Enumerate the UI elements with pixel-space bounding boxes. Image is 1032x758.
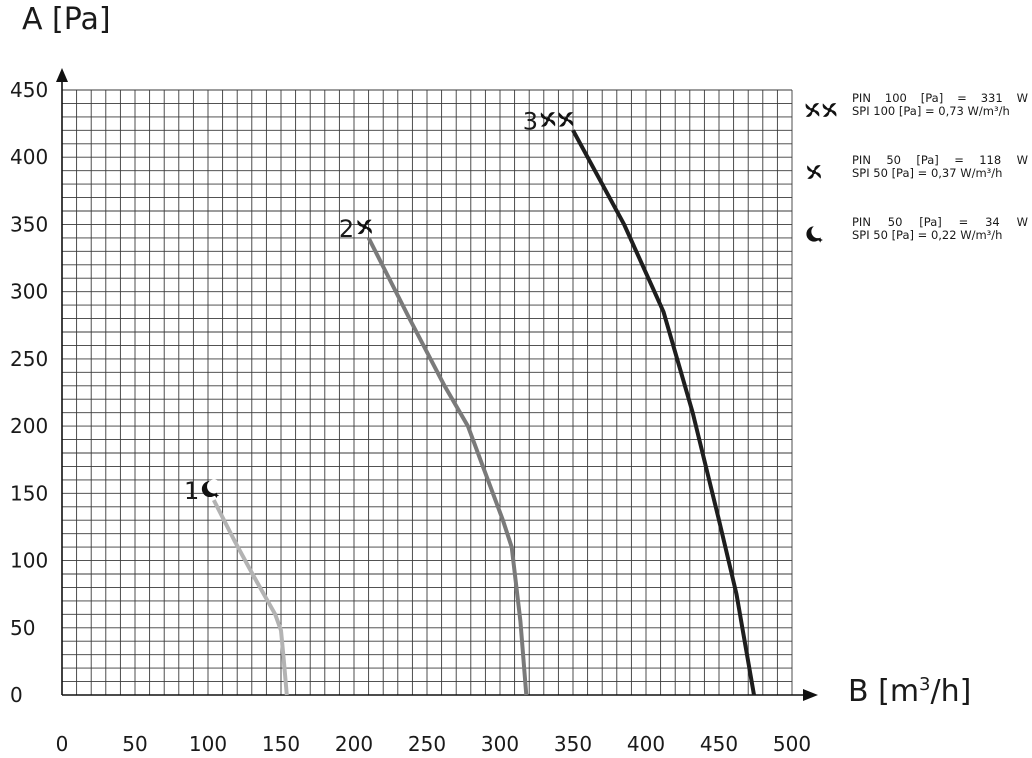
x-tick-label: 250 <box>408 732 446 756</box>
single-fan-icon-glyph <box>357 219 372 235</box>
legend-equals: = <box>954 153 964 167</box>
moon-star-icon <box>806 224 825 243</box>
series-line-3 <box>571 129 756 696</box>
x-tick-label: 500 <box>773 732 811 756</box>
moon-star-icon-glyph <box>201 479 222 499</box>
series-line-2 <box>366 236 529 696</box>
double-fan-icon-glyph <box>558 112 574 127</box>
x-tick-label: 100 <box>189 732 227 756</box>
legend-pin-line: PIN 100 [Pa] = 331 W <box>852 92 1028 105</box>
x-axis-title-superscript: 3 <box>919 674 931 695</box>
legend-text: PIN 100 [Pa] = 331 W SPI 100 [Pa] = 0,73 W/m³/… <box>852 92 1028 118</box>
axes <box>56 68 818 701</box>
legend-item: PIN 50 [Pa] = 34 W SPI 50 [Pa] = 0,22 W/m³/h <box>804 216 1028 256</box>
single-fan-icon <box>357 219 372 235</box>
series-label-1: 1 <box>184 477 199 505</box>
single-fan-icon-glyph <box>807 165 821 179</box>
legend-spi-line: SPI 50 [Pa] = 0,22 W/m³/h <box>852 228 1003 242</box>
legend-pin-unit: [Pa] <box>919 215 942 229</box>
series-label-3: 3 <box>523 107 538 135</box>
legend-pin-pressure: 100 <box>884 91 907 105</box>
x-axis-title-suffix: /h] <box>930 674 972 709</box>
y-tick-label: 250 <box>10 347 48 371</box>
moon-star-icon-glyph <box>806 224 825 243</box>
legend-pin-unit: [Pa] <box>920 91 944 105</box>
legend-pin-label: PIN <box>852 153 871 167</box>
x-tick-label: 150 <box>262 732 300 756</box>
x-tick-label: 400 <box>627 732 665 756</box>
series-line-1 <box>212 499 289 696</box>
legend-pin-pressure: 50 <box>886 153 901 167</box>
series-lines <box>212 129 756 696</box>
double-fan-icon <box>805 103 837 117</box>
moon-star-icon <box>201 479 222 499</box>
x-axis-title: B [m3/h] <box>848 674 971 709</box>
legend-equals: = <box>958 215 969 229</box>
double-fan-icon-glyph <box>805 103 820 117</box>
legend-pin-value: 118 <box>979 153 1002 167</box>
tick-labels: 0 50 100 150 200 250 300 350 400 450 500 0 50 100 150 2… <box>10 78 811 756</box>
series-label-2: 2 <box>339 215 354 243</box>
legend-pin-value: 331 <box>980 91 1003 105</box>
y-tick-label: 400 <box>10 145 48 169</box>
series-labels: 1 2 3 <box>184 107 574 505</box>
legend-text: PIN 50 [Pa] = 34 W SPI 50 [Pa] = 0,22 W/m³/h <box>852 216 1028 242</box>
double-fan-icon-glyph <box>540 112 556 127</box>
y-tick-label: 150 <box>10 481 48 505</box>
y-tick-label: 450 <box>10 78 48 102</box>
double-fan-icon <box>540 112 574 127</box>
double-fan-icon-glyph <box>822 103 837 117</box>
x-axis-arrow <box>803 689 818 701</box>
grid <box>62 89 793 695</box>
y-tick-label: 350 <box>10 212 48 236</box>
y-tick-label: 50 <box>10 616 35 640</box>
legend-text: PIN 50 [Pa] = 118 W SPI 50 [Pa] = 0,37 W/m³/h <box>852 154 1028 180</box>
legend-pin-value-unit: W <box>1016 153 1028 167</box>
x-tick-label: 200 <box>335 732 373 756</box>
y-tick-label: 200 <box>10 414 48 438</box>
y-tick-label: 100 <box>10 549 48 573</box>
legend-icon <box>805 103 837 117</box>
legend-item: PIN 100 [Pa] = 331 W SPI 100 [Pa] = 0,73 W/m³/… <box>804 92 1028 132</box>
y-tick-label: 300 <box>10 280 48 304</box>
legend-pin-pressure: 50 <box>887 215 903 229</box>
x-axis-title-prefix: B [m <box>848 674 920 709</box>
x-tick-label: 300 <box>481 732 519 756</box>
legend-pin-value-unit: W <box>1016 91 1028 105</box>
legend-pin-unit: [Pa] <box>916 153 939 167</box>
legend-equals: = <box>957 91 967 105</box>
legend-icon <box>807 165 821 179</box>
legend-pin-label: PIN <box>852 215 871 229</box>
legend-spi-line: SPI 50 [Pa] = 0,37 W/m³/h <box>852 166 1003 180</box>
single-fan-icon <box>807 165 821 179</box>
y-axis-arrow <box>56 68 68 82</box>
legend-pin-line: PIN 50 [Pa] = 118 W <box>852 154 1028 167</box>
x-tick-label: 450 <box>700 732 738 756</box>
legend-item: PIN 50 [Pa] = 118 W SPI 50 [Pa] = 0,37 W/m³/h <box>804 154 1028 194</box>
x-tick-label: 350 <box>554 732 592 756</box>
legend-pin-value-unit: W <box>1016 215 1028 229</box>
y-axis-title: A [Pa] <box>22 2 111 37</box>
legend-pin-value: 34 <box>985 215 1000 229</box>
y-tick-label: 0 <box>10 683 23 707</box>
x-tick-label: 0 <box>56 732 69 756</box>
legend-spi-line: SPI 100 [Pa] = 0,73 W/m³/h <box>852 104 1010 118</box>
legend-icon <box>806 224 825 243</box>
legend-pin-label: PIN <box>852 91 871 105</box>
legend-pin-line: PIN 50 [Pa] = 34 W <box>852 216 1028 229</box>
x-tick-label: 50 <box>122 732 147 756</box>
